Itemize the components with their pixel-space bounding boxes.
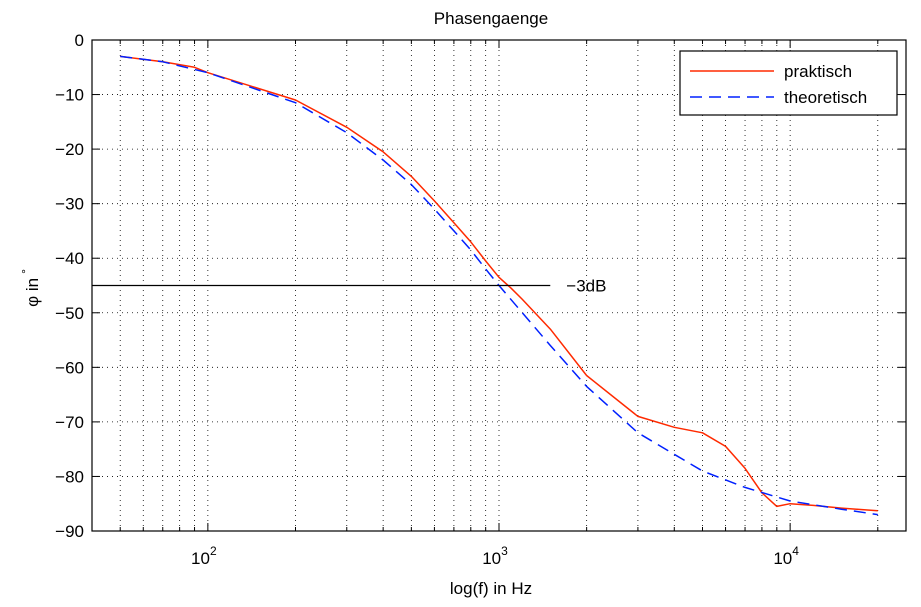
x-tick-label: 102 [191,544,217,568]
x-axis-label: log(f) in Hz [450,579,532,598]
legend-label-theoretisch: theoretisch [784,88,867,107]
y-tick-label: −30 [55,195,84,214]
y-tick-label: −10 [55,86,84,105]
y-axis-label: φ in ° [19,269,42,307]
x-tick-exponent: 2 [210,544,217,558]
y-tick-label: −90 [55,522,84,541]
y-axis-label-unit: ° [19,269,33,274]
y-tick-label: −60 [55,358,84,377]
series-line-theoretisch [120,55,878,516]
legend-box [679,50,898,116]
y-tick-label: −80 [55,467,84,486]
chart-title: Phasengaenge [434,9,548,28]
axes-frame [91,39,907,532]
y-tick-label: 0 [75,31,84,50]
x-tick-exponent: 4 [792,544,799,558]
legend: praktisch theoretisch [679,50,898,116]
x-tick-exponent: 3 [501,544,508,558]
y-tick-label: −20 [55,140,84,159]
y-tick-labels: 0 −10 −20 −30 −40 −50 −60 −70 −80 −90 [55,31,84,541]
series-line-praktisch [120,55,878,512]
annotation-label: −3dB [566,277,606,296]
y-tick-label: −70 [55,413,84,432]
y-tick-label: −50 [55,304,84,323]
annotation-layer: −3dB [92,277,606,296]
x-tick-label: 104 [773,544,799,568]
x-tick-base: 10 [773,549,792,568]
y-axis-label-main: φ in [23,278,42,307]
x-tick-base: 10 [191,549,210,568]
y-tick-label: −40 [55,249,84,268]
x-tick-labels: 102 103 104 [191,544,799,568]
legend-label-praktisch: praktisch [784,62,852,81]
x-tick-base: 10 [482,549,501,568]
x-tick-label: 103 [482,544,508,568]
series-layer [120,55,878,516]
